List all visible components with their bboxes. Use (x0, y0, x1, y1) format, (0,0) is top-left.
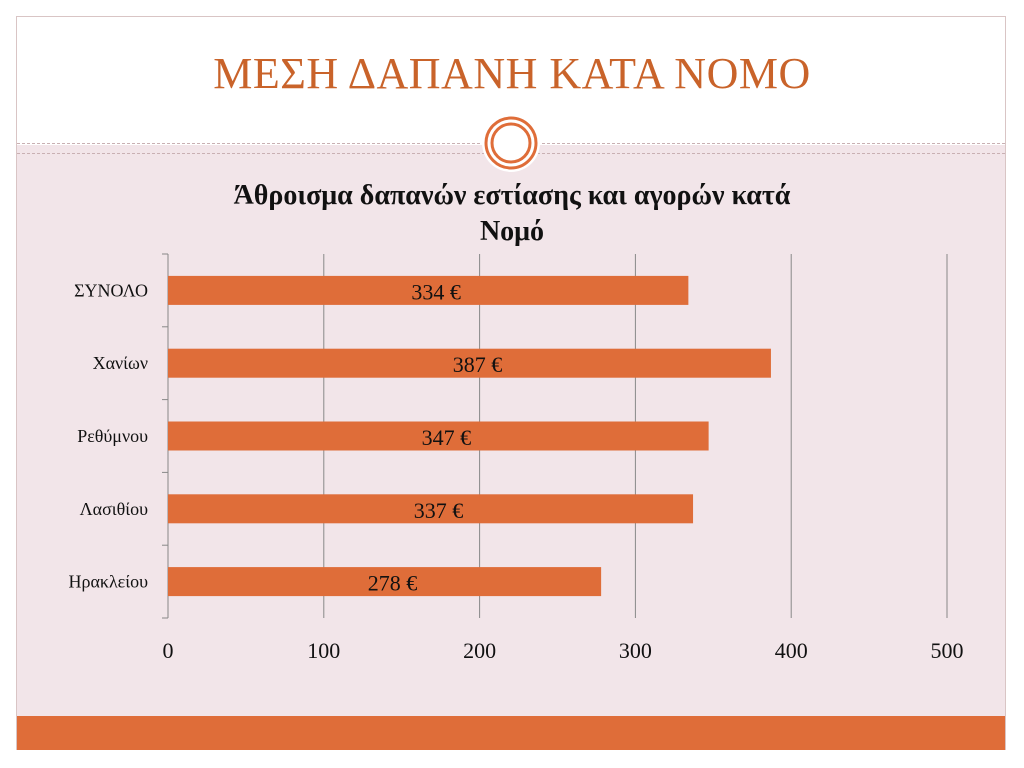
bar (168, 567, 602, 597)
data-label: 278 € (368, 571, 418, 596)
chart-title-line-1: Άθροισμα δαπανών εστίασης και αγορών κατ… (233, 180, 791, 211)
bar (168, 494, 694, 524)
data-label: 387 € (453, 352, 503, 377)
data-label: 334 € (411, 279, 461, 304)
category-label: Ηρακλείου (68, 572, 148, 592)
bar (168, 275, 689, 305)
x-tick-label: 400 (775, 638, 808, 663)
x-tick-label: 100 (307, 638, 340, 663)
bar (168, 348, 771, 378)
category-label: Λασιθίου (80, 499, 148, 519)
x-tick-label: 200 (463, 638, 496, 663)
data-label: 337 € (414, 498, 464, 523)
category-label: Χανίων (93, 353, 148, 373)
bar (168, 421, 709, 451)
data-label: 347 € (422, 425, 472, 450)
x-tick-label: 500 (931, 638, 964, 663)
category-label: ΣΥΝΟΛΟ (74, 280, 148, 300)
chart-title-line-2: Νομό (479, 216, 545, 247)
x-tick-label: 0 (163, 638, 174, 663)
slide-title: ΜΕΣΗ ΔΑΠΑΝΗ ΚΑΤΑ ΝΟΜΟ (213, 49, 811, 98)
category-label: Ρεθύμνου (77, 426, 148, 446)
footer-bar (17, 716, 1005, 750)
x-tick-label: 300 (619, 638, 652, 663)
circle-ornament-icon (482, 114, 540, 172)
